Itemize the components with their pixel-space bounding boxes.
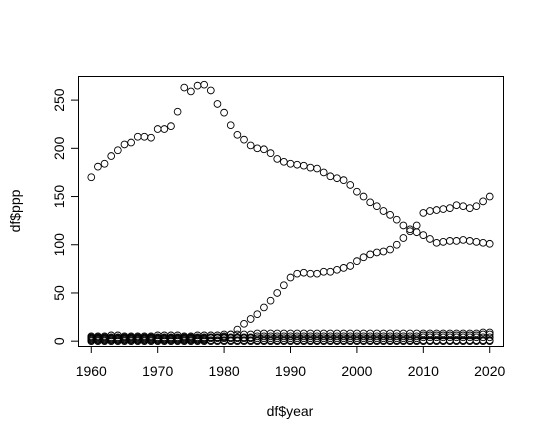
- data-point: [87, 173, 96, 182]
- data-point: [280, 281, 288, 290]
- data-point: [273, 289, 282, 297]
- y-tick-label: 150: [51, 185, 67, 209]
- data-point: [246, 315, 255, 323]
- data-point: [226, 121, 235, 130]
- data-point: [253, 310, 262, 319]
- data-point: [213, 100, 222, 108]
- data-point: [412, 221, 421, 230]
- y-tick-label: 100: [51, 233, 67, 257]
- data-point: [485, 192, 494, 201]
- data-point: [359, 253, 368, 262]
- data-point: [206, 86, 215, 95]
- data-point: [419, 231, 428, 239]
- y-axis: 0 50 100 150 200 250: [51, 88, 78, 345]
- data-point: [160, 125, 169, 133]
- data-point: [240, 135, 248, 144]
- y-tick-label: 200: [51, 136, 67, 160]
- data-point: [240, 319, 248, 328]
- data-point: [266, 149, 275, 157]
- data-point: [346, 181, 355, 189]
- data-point: [94, 162, 102, 171]
- data-point: [392, 240, 401, 249]
- data-point: [366, 198, 375, 207]
- data-point: [353, 187, 361, 196]
- data-point: [479, 197, 487, 206]
- data-point: [485, 239, 494, 248]
- data-point: [220, 108, 228, 117]
- x-tick-label: 2010: [408, 363, 439, 379]
- data-point: [246, 141, 255, 150]
- data-point: [260, 145, 268, 154]
- data-point: [180, 83, 189, 92]
- data-point: [200, 80, 209, 89]
- x-tick-label: 2000: [341, 363, 372, 379]
- data-point: [485, 336, 494, 345]
- data-point: [273, 155, 282, 163]
- data-point: [379, 207, 388, 215]
- x-tick-label: 1990: [275, 363, 306, 379]
- x-tick-label: 1970: [142, 363, 173, 379]
- data-point: [406, 225, 414, 234]
- data-point: [167, 122, 175, 130]
- data-point: [353, 257, 361, 265]
- data-point: [266, 296, 275, 305]
- x-axis: 1960 1970 1980 1990 2000 2010 2020: [76, 346, 505, 379]
- data-point: [446, 204, 454, 212]
- y-tick-label: 0: [51, 337, 67, 345]
- data-point: [359, 192, 368, 201]
- data-point: [187, 87, 195, 96]
- x-tick-label: 1980: [209, 363, 240, 379]
- data-point: [319, 168, 328, 177]
- y-axis-label: df$ppp: [7, 189, 23, 232]
- data-point: [127, 138, 135, 147]
- data-point: [113, 146, 122, 155]
- data-point: [286, 273, 295, 282]
- x-axis-label: df$year: [267, 403, 314, 419]
- data-point: [426, 235, 434, 243]
- data-point: [233, 325, 242, 334]
- data-point: [485, 333, 494, 342]
- data-point: [472, 202, 481, 211]
- data-point: [339, 176, 348, 184]
- x-tick-label: 2020: [474, 363, 505, 379]
- x-tick-label: 1960: [76, 363, 107, 379]
- y-tick-label: 50: [51, 285, 67, 301]
- data-points: [87, 80, 494, 346]
- data-point: [313, 164, 321, 173]
- data-point: [386, 245, 394, 254]
- data-point: [399, 234, 408, 242]
- data-point: [392, 215, 401, 224]
- data-point: [386, 211, 394, 219]
- y-tick-label: 250: [51, 88, 67, 112]
- data-point: [100, 159, 109, 168]
- data-point: [346, 262, 355, 270]
- data-point: [485, 330, 494, 339]
- data-point: [107, 152, 116, 160]
- data-point: [372, 202, 381, 211]
- data-point: [233, 130, 242, 139]
- data-point: [147, 133, 155, 142]
- data-point: [399, 221, 408, 230]
- data-point: [406, 227, 414, 236]
- data-point: [260, 303, 268, 312]
- data-point: [173, 107, 182, 116]
